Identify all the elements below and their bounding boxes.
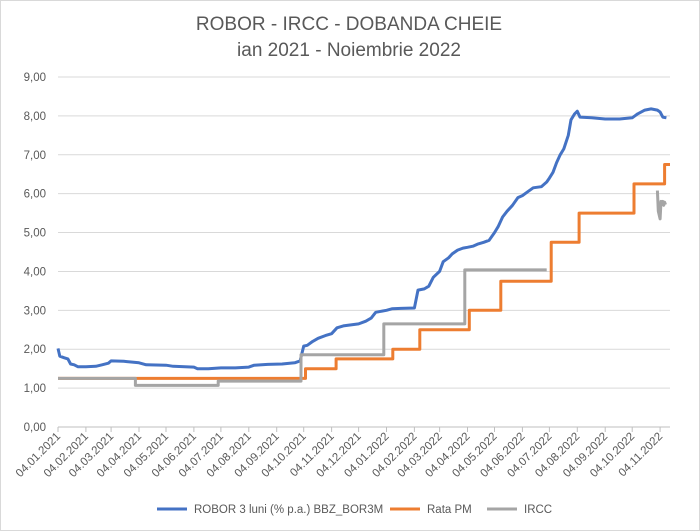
legend-label-1: Rata PM — [427, 504, 472, 516]
series-line-2 — [58, 190, 667, 387]
x-axis-labels: 04.01.202104.02.202104.03.202104.04.2021… — [14, 431, 665, 480]
y-tick-label: 4,00 — [24, 266, 46, 278]
series-line-0 — [56, 107, 667, 371]
y-tick-label: 9,00 — [24, 72, 46, 84]
chart-title: ROBOR - IRCC - DOBANDA CHEIE — [196, 14, 502, 35]
y-tick-label: 8,00 — [24, 111, 46, 123]
y-tick-label: 7,00 — [24, 150, 46, 162]
series-lines — [56, 107, 670, 387]
legend-label-0: ROBOR 3 luni (% p.a.) BBZ_BOR3M — [194, 504, 383, 516]
y-tick-label: 3,00 — [24, 305, 46, 317]
y-tick-label: 1,00 — [24, 383, 46, 395]
y-tick-label: 6,00 — [24, 189, 46, 201]
legend-label-2: IRCC — [524, 504, 552, 516]
y-tick-label: 5,00 — [24, 228, 46, 240]
chart-subtitle: ian 2021 - Noiembrie 2022 — [237, 40, 461, 61]
series-line-1 — [58, 163, 670, 380]
y-axis-labels: 0,00 1,00 2,00 3,00 4,00 5,00 6,00 7,00 8,00 9,00 — [24, 72, 46, 434]
y-tick-label: 2,00 — [24, 344, 46, 356]
y-tick-label: 0,00 — [24, 422, 46, 434]
gridlines — [57, 76, 670, 432]
legend: ROBOR 3 luni (% p.a.) BBZ_BOR3M Rata PM IR… — [157, 504, 552, 516]
